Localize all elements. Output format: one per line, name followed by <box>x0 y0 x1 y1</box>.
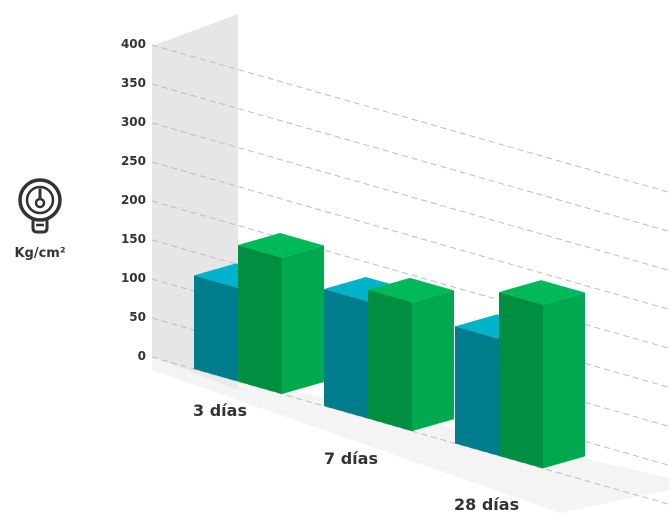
bar-0-1-side <box>282 245 324 395</box>
y-tick-label: 50 <box>129 310 146 324</box>
unit-block: Kg/cm² <box>4 176 76 261</box>
pressure-gauge-icon <box>18 178 62 234</box>
y-tick-label: 400 <box>120 37 146 51</box>
y-tick-label: 250 <box>120 154 146 168</box>
bar-2-1-front <box>499 292 543 469</box>
y-axis-unit-label: Kg/cm² <box>14 246 66 261</box>
bar-0-1-front <box>238 245 282 395</box>
bar-1-1-top <box>368 277 454 303</box>
y-tick-label: 150 <box>120 232 146 246</box>
y-tick-label: 100 <box>120 271 146 285</box>
category-label: 7 días <box>324 449 378 468</box>
category-label: 3 días <box>193 401 247 420</box>
bar-2-0-front <box>455 326 499 456</box>
y-tick-label: 200 <box>120 193 146 207</box>
bar-0-0-front <box>194 275 238 382</box>
category-label: 28 días <box>454 495 520 514</box>
floor <box>152 357 669 513</box>
bar-2-1-top <box>499 280 585 305</box>
bar-1-0-front <box>324 289 368 419</box>
y-tick-label: 0 <box>137 349 146 363</box>
bar-1-1-front <box>368 289 412 432</box>
bar-0-1-top <box>238 233 324 258</box>
bar-1-1-side <box>412 290 454 432</box>
bar-2-1-side <box>543 292 585 469</box>
y-tick-label: 350 <box>120 76 146 90</box>
y-tick-label: 300 <box>120 115 146 129</box>
